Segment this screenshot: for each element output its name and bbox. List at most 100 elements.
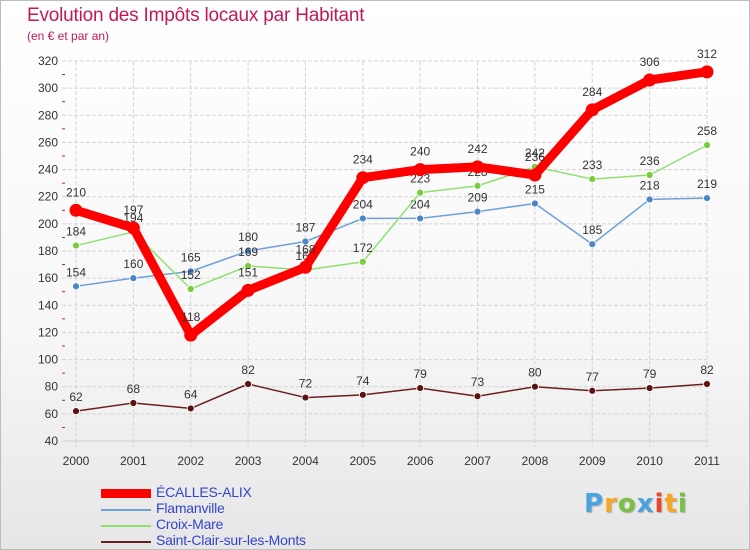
data-label: 118 [181,310,200,324]
y-tick-label: 280 [38,108,58,122]
legend-item: Flamanville [101,500,401,517]
series-croix-mare: 184194152169166172223228242233236258 [66,124,717,293]
data-label: 79 [643,367,657,381]
logo-letter: P [584,489,605,519]
series-line [75,144,708,290]
x-tick-label: 2005 [349,454,376,468]
x-tick-label: 2008 [522,454,549,468]
data-point [528,168,542,182]
data-label: 82 [700,363,714,377]
data-point [129,399,138,407]
data-point [588,386,597,395]
line-chart: 40 60 80 100 120 140 160 180 200 220 240 260 280 300 3… [38,47,720,468]
data-label: 82 [241,363,255,377]
y-tick-label: 40 [45,434,59,448]
data-point [703,194,711,202]
data-point [588,175,597,183]
logo-letter: i [654,489,665,519]
data-label: 184 [66,225,86,239]
y-tick-label: 260 [38,135,58,149]
legend-label: Croix-Mare [156,516,224,532]
logo-letter: o [617,489,637,519]
data-point [186,285,195,293]
data-point [301,237,310,246]
data-label: 234 [353,153,373,167]
data-point [473,392,482,401]
y-tick-label: 140 [38,298,58,312]
data-point [69,203,83,217]
x-tick-label: 2011 [694,454,720,468]
data-point [703,380,711,388]
data-label: 169 [238,245,258,259]
data-label: 242 [525,146,545,160]
data-point [72,241,80,250]
x-tick-label: 2001 [120,454,147,468]
data-label: 204 [353,197,373,211]
y-tick-label: 300 [38,81,58,95]
data-label: 218 [640,178,660,192]
data-point [72,407,80,416]
data-point [358,390,367,399]
data-point [413,163,427,177]
data-point [703,141,711,150]
data-label: 194 [123,211,143,225]
x-tick-label: 2007 [464,454,491,468]
grid-group: 40 60 80 100 120 140 160 180 200 220 240 260 280 300 3… [38,54,720,468]
proxiti-logo: Proxiti [584,489,688,519]
data-point [645,195,654,204]
data-label: 284 [582,85,602,99]
y-tick-label: 80 [45,380,59,394]
data-point [126,221,140,235]
data-point [531,199,539,208]
data-label: 236 [525,150,545,164]
data-point [184,328,198,342]
y-tick-label: 200 [38,217,58,231]
data-point [645,384,654,392]
data-label: 185 [582,223,602,237]
chart-subtitle: (en € et par an) [27,29,110,43]
data-point [244,380,252,388]
chart-title: Evolution des Impôts locaux par Habitant [27,5,365,26]
y-tick-label: 60 [45,407,59,421]
data-point [473,207,482,216]
legend-label: Saint-Clair-sur-les-Monts [156,532,306,548]
y-tick-label: 100 [38,353,58,367]
data-label: 209 [468,191,488,205]
y-tick-label: 160 [38,271,58,285]
data-label: 180 [238,230,258,244]
data-label: 165 [181,250,201,264]
x-tick-label: 2009 [579,454,606,468]
legend-label: Flamanville [156,500,225,516]
data-label: 172 [353,241,373,255]
series-line [75,197,708,288]
data-point [416,188,425,197]
data-label: 154 [66,265,86,279]
data-point [358,257,367,266]
x-tick-label: 2006 [407,454,434,468]
data-label: 74 [356,374,370,388]
data-label: 64 [184,387,198,401]
data-label: 73 [471,375,485,389]
legend-label: ÉCALLES-ALIX [156,484,252,500]
logo-letter: i [677,489,688,519]
x-tick-label: 2000 [63,454,90,468]
x-tick-label: 2003 [235,454,262,468]
data-point [473,181,482,190]
logo-letter: t [664,489,678,519]
y-tick-label: 180 [38,244,58,258]
data-point [416,384,425,392]
data-point [356,171,370,185]
data-point [358,214,367,223]
data-label: 197 [123,203,143,217]
data-label: 312 [697,47,717,61]
data-label: 258 [697,124,717,138]
data-point [585,103,599,117]
series-line [71,67,712,340]
x-tick-label: 2002 [177,454,204,468]
data-point [645,171,654,179]
data-point [186,404,195,413]
series-flamanville: 154 160 165 180 187 204 204 209 215 185 218 219 [66,177,717,291]
series-line [75,383,708,412]
